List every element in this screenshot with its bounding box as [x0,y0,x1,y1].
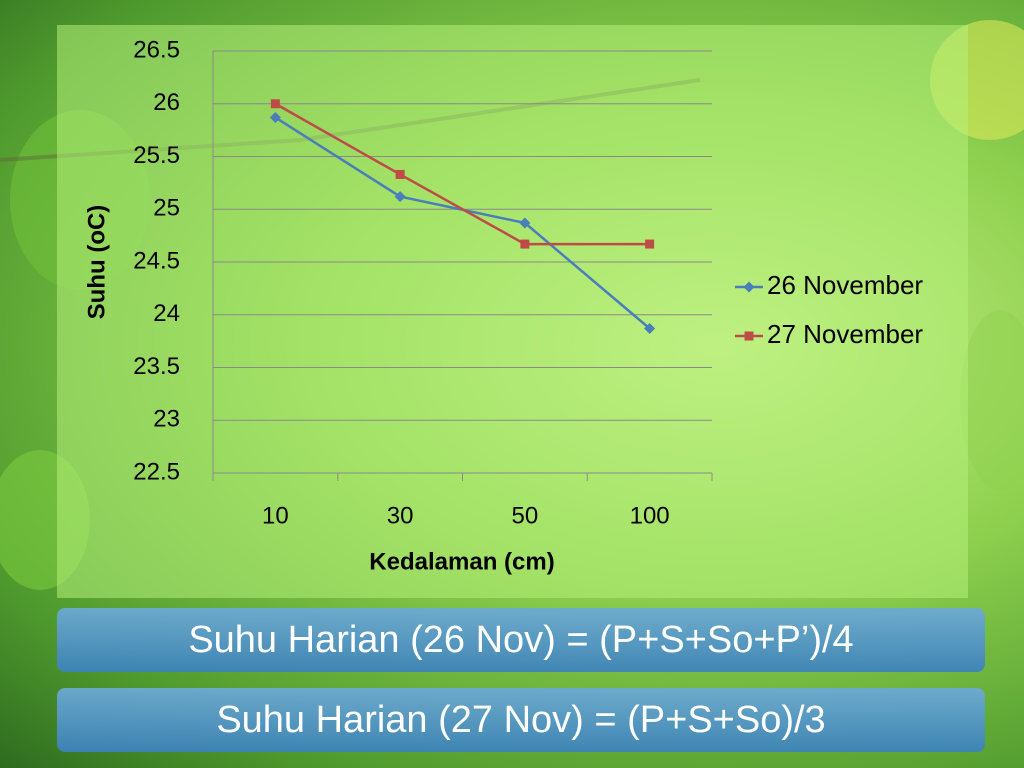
x-tick-label: 50 [512,502,539,529]
marker [269,111,281,123]
y-tick-label: 23.5 [133,353,180,380]
legend-marker [743,281,755,293]
x-tick-label: 30 [387,502,414,529]
marker [270,99,280,109]
series-line [274,102,650,246]
y-tick-label: 25.5 [133,142,180,169]
y-tick-label: 24 [153,300,180,327]
marker [394,191,406,203]
y-tick-label: 26.5 [133,36,180,63]
legend-label: 27 November [767,319,923,349]
x-tick-label: 10 [262,502,289,529]
legend-label: 26 November [767,270,923,300]
y-tick-label: 22.5 [133,458,180,485]
x-tick-label: 100 [630,502,670,529]
formula-box: Suhu Harian (27 Nov) = (P+S+So)/3 [57,688,985,752]
y-tick-label: 25 [153,195,180,222]
formula-text: Suhu Harian (26 Nov) = (P+S+So+P’)/4 [188,618,854,661]
y-tick-label: 23 [153,406,180,433]
marker [520,239,530,249]
marker [519,217,531,229]
formula-box: Suhu Harian (26 Nov) = (P+S+So+P’)/4 [57,608,985,672]
y-tick-label: 24.5 [133,247,180,274]
y-axis-title: Suhu (oC) [83,205,110,320]
formula-text: Suhu Harian (27 Nov) = (P+S+So)/3 [216,698,826,741]
chart-area [57,25,968,598]
y-tick-label: 26 [153,89,180,116]
marker [645,239,655,249]
marker [644,322,656,334]
marker [395,169,405,179]
x-axis-title: Kedalaman (cm) [369,548,554,575]
legend-marker [744,331,754,341]
